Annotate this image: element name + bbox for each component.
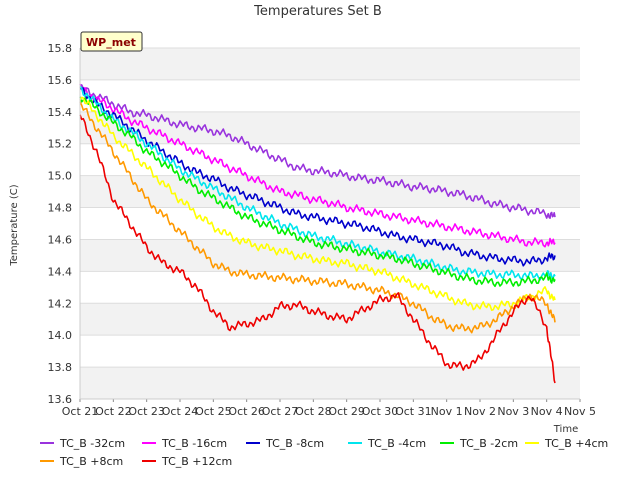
x-tick-label: Nov 3 xyxy=(497,405,529,418)
x-tick-label: Oct 30 xyxy=(362,405,399,418)
grid-band xyxy=(80,303,580,336)
y-tick-label: 14.0 xyxy=(48,329,73,342)
y-tick-label: 14.8 xyxy=(48,202,73,215)
series-line xyxy=(79,101,556,334)
legend-label: TC_B -32cm xyxy=(59,437,125,450)
x-tick-label: Oct 27 xyxy=(262,405,299,418)
x-tick-label: Oct 21 xyxy=(62,405,99,418)
legend-label: TC_B -16cm xyxy=(161,437,227,450)
plot-area: 13.6 13.8 14.0 14.2 14.4 14.6 14.8 15.0 15.2 15.4… xyxy=(48,42,596,418)
station-badge-label: WP_met xyxy=(86,36,136,49)
y-tick-label: 13.8 xyxy=(48,361,73,374)
x-tick-label: Nov 2 xyxy=(464,405,496,418)
series-line xyxy=(79,114,556,384)
y-tick-label: 15.6 xyxy=(48,74,73,87)
chart-title: Temperatures Set B xyxy=(253,4,382,19)
x-tick-label: Nov 4 xyxy=(531,405,563,418)
series-line xyxy=(79,87,556,267)
y-axis-label: Temperature (C) xyxy=(9,184,20,266)
x-tick-label: Oct 25 xyxy=(195,405,232,418)
x-tick-label: Oct 28 xyxy=(295,405,332,418)
x-tick-label: Oct 23 xyxy=(128,405,165,418)
x-tick-label: Oct 29 xyxy=(328,405,365,418)
grid-band xyxy=(80,48,580,80)
y-tick-label: 14.6 xyxy=(48,233,73,246)
station-badge: WP_met xyxy=(80,31,143,52)
legend-label: TC_B +4cm xyxy=(544,437,608,450)
series-line xyxy=(79,96,556,288)
legend-label: TC_B -2cm xyxy=(459,437,518,450)
legend-label: TC_B -4cm xyxy=(367,437,426,450)
y-tick-label: 15.2 xyxy=(48,138,73,151)
grid-band xyxy=(80,367,580,399)
y-tick-label: 14.2 xyxy=(48,297,73,310)
series-line xyxy=(79,96,556,312)
series-line xyxy=(79,85,556,282)
y-tick-label: 14.4 xyxy=(48,265,73,278)
grid-band xyxy=(80,175,580,208)
y-tick-label: 15.0 xyxy=(48,170,73,183)
series-line xyxy=(79,83,556,248)
legend: TC_B -32cm TC_B -16cm TC_B -8cm TC_B -4cm TC… xyxy=(40,437,608,468)
x-tick-label: Nov 1 xyxy=(431,405,463,418)
legend-label: TC_B +8cm xyxy=(59,455,123,468)
series-line xyxy=(79,84,556,219)
x-tick-label: Oct 22 xyxy=(95,405,132,418)
y-tick-label: 15.4 xyxy=(48,106,73,119)
legend-label: TC_B -8cm xyxy=(265,437,324,450)
x-tick-label: Oct 26 xyxy=(228,405,265,418)
y-tick-label: 13.6 xyxy=(48,393,73,406)
x-tick-label: Nov 5 xyxy=(564,405,596,418)
x-tick-label: Oct 24 xyxy=(162,405,199,418)
station-badge-box xyxy=(80,31,143,52)
y-tick-label: 15.8 xyxy=(48,42,73,55)
plot-background xyxy=(80,48,580,399)
x-axis-label: Time xyxy=(553,424,578,435)
x-tick-label: Oct 31 xyxy=(395,405,432,418)
legend-label: TC_B +12cm xyxy=(161,455,232,468)
